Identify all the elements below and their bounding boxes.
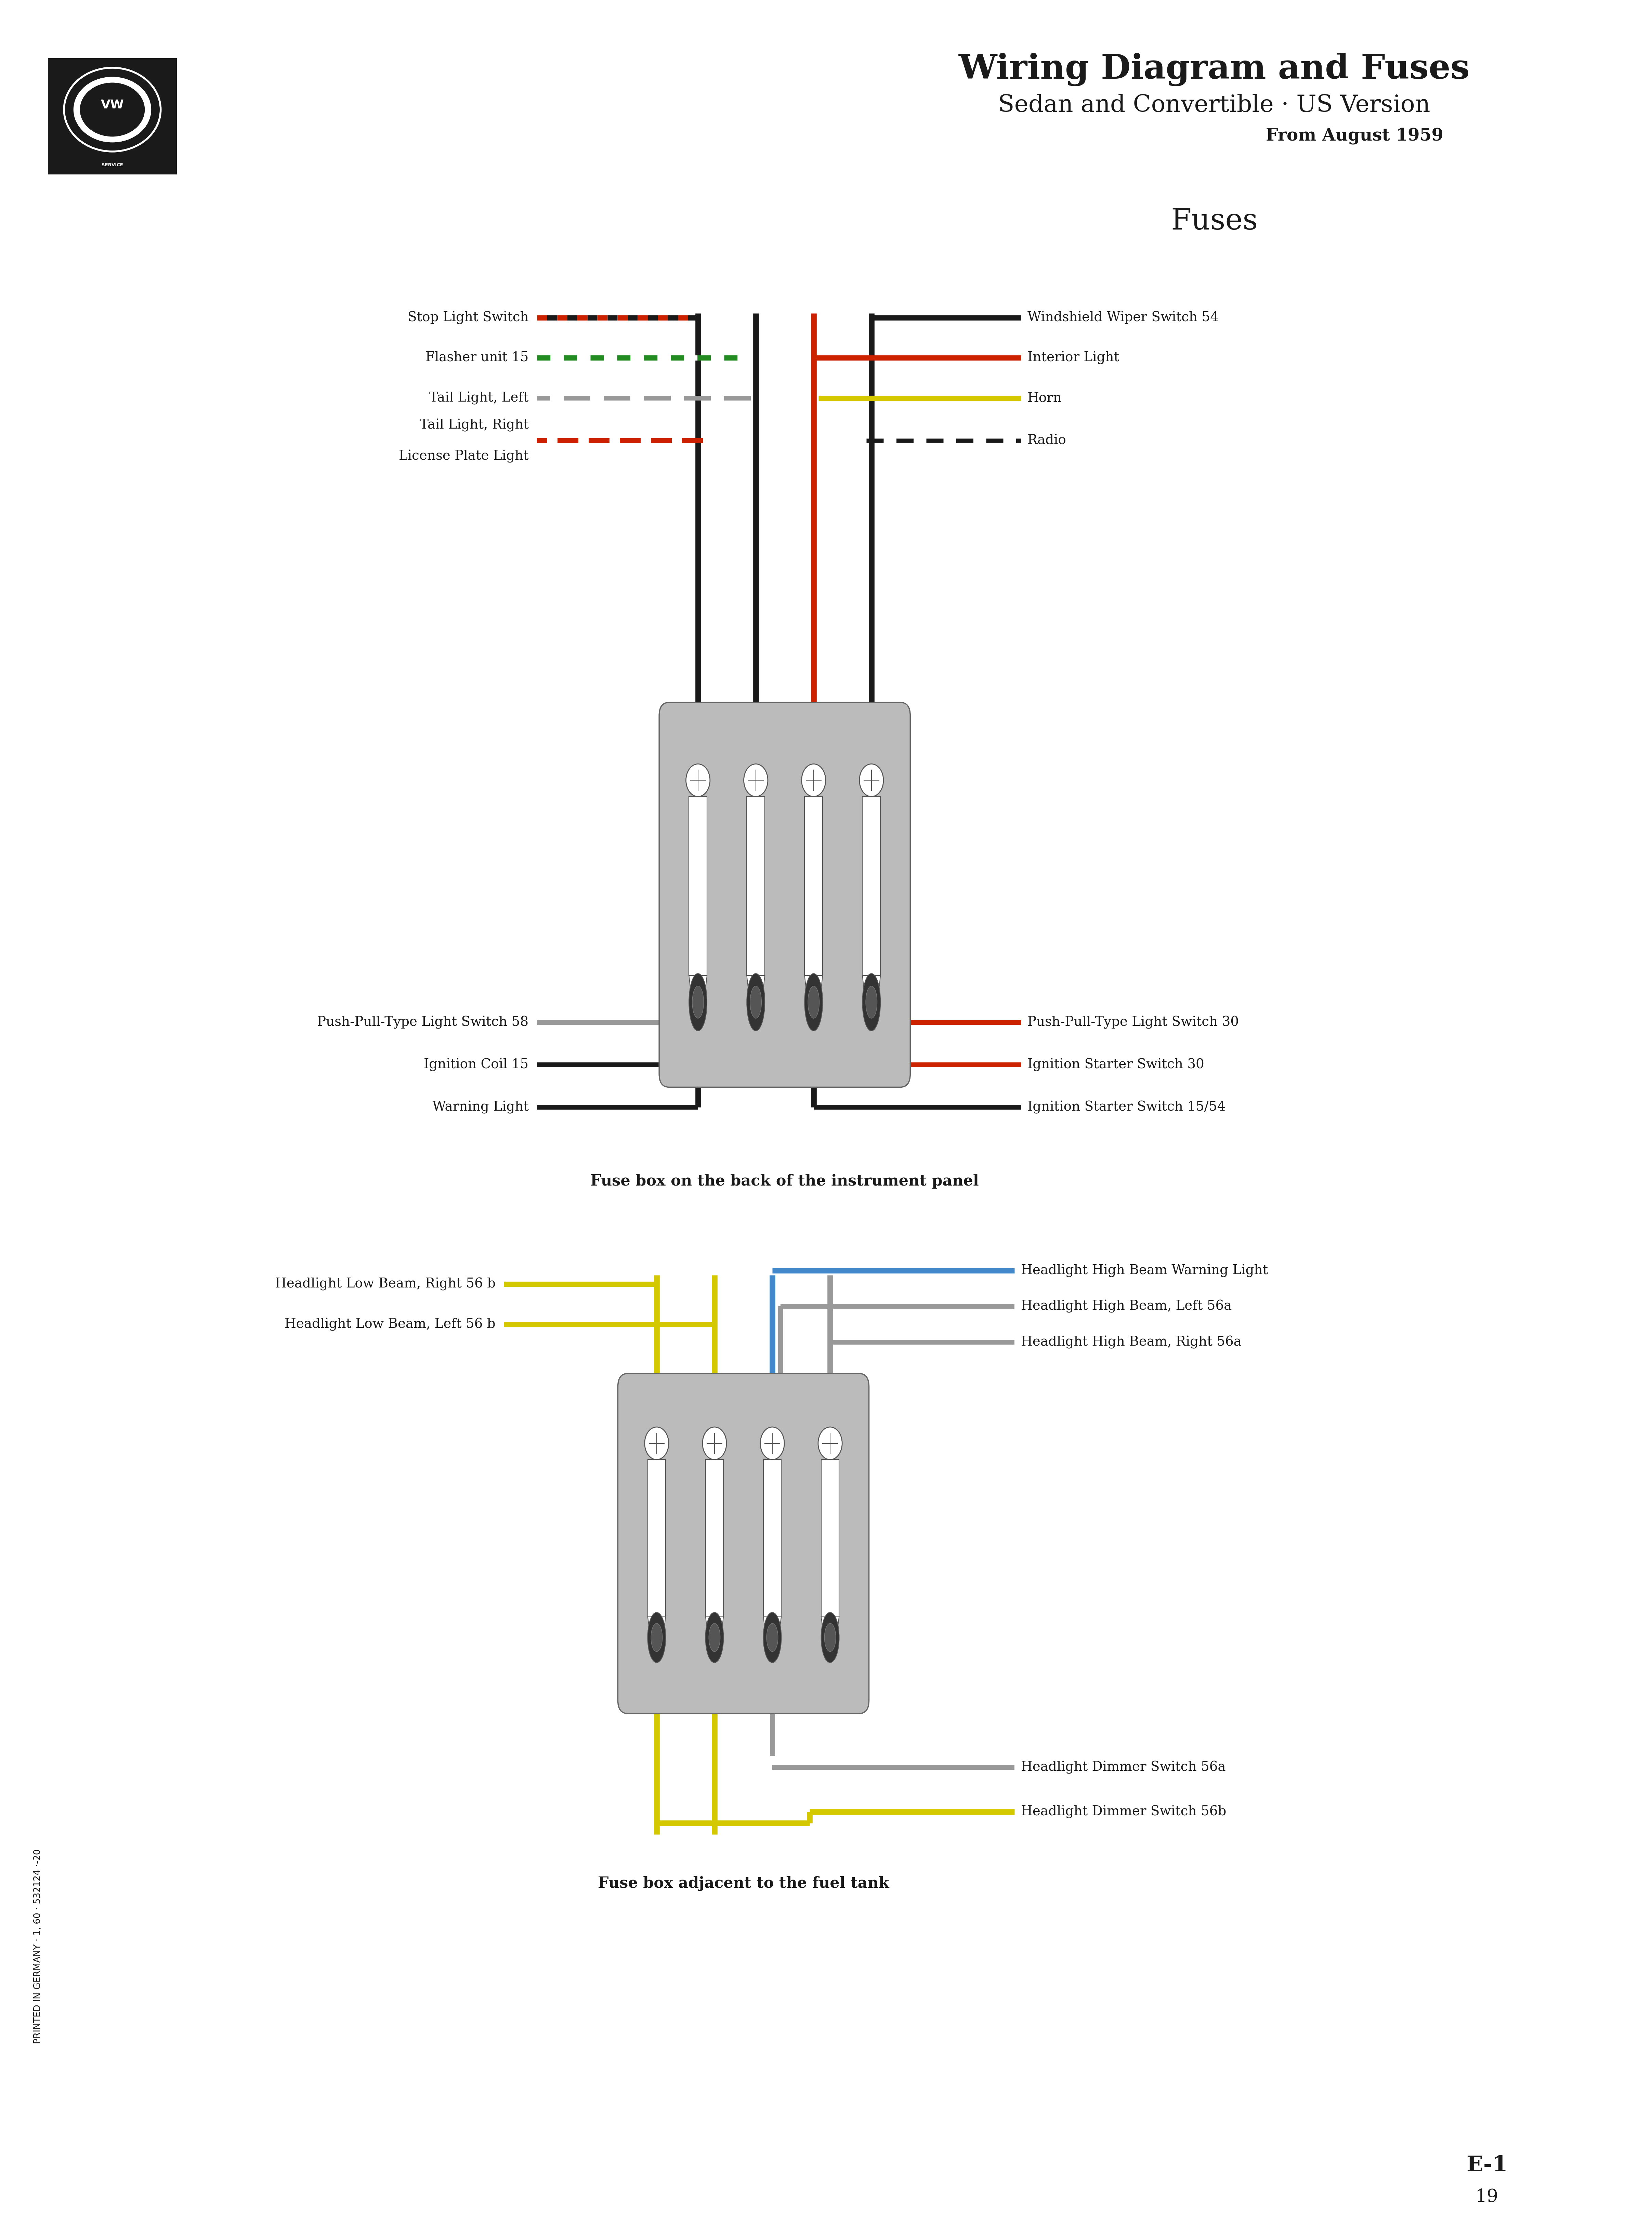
Text: From August 1959: From August 1959 [1265, 128, 1444, 145]
Ellipse shape [64, 67, 160, 152]
Ellipse shape [866, 987, 877, 1018]
Circle shape [760, 1427, 785, 1459]
Circle shape [702, 1427, 727, 1459]
Text: Ignition Starter Switch 15/54: Ignition Starter Switch 15/54 [1028, 1101, 1226, 1114]
Text: Fuse box adjacent to the fuel tank: Fuse box adjacent to the fuel tank [598, 1877, 889, 1890]
Text: Headlight High Beam Warning Light: Headlight High Beam Warning Light [1021, 1264, 1269, 1277]
Polygon shape [821, 1615, 839, 1635]
Polygon shape [648, 1615, 666, 1635]
Text: Wiring Diagram and Fuses: Wiring Diagram and Fuses [958, 54, 1470, 85]
Polygon shape [747, 975, 765, 998]
Polygon shape [763, 1615, 781, 1635]
Ellipse shape [692, 987, 704, 1018]
Ellipse shape [74, 76, 150, 143]
Bar [648, 1459, 666, 1615]
Circle shape [644, 1427, 669, 1459]
Text: Fuses: Fuses [1171, 208, 1257, 235]
Ellipse shape [689, 973, 707, 1031]
Text: VW: VW [101, 98, 124, 112]
Bar [862, 796, 881, 975]
Text: Headlight High Beam, Right 56a: Headlight High Beam, Right 56a [1021, 1335, 1242, 1349]
Text: Stop Light Switch: Stop Light Switch [408, 311, 529, 324]
Ellipse shape [747, 973, 765, 1031]
Text: Tail Light, Left: Tail Light, Left [430, 391, 529, 405]
Circle shape [743, 765, 768, 796]
Ellipse shape [763, 1613, 781, 1662]
Text: Horn: Horn [1028, 391, 1062, 405]
Ellipse shape [808, 987, 819, 1018]
Bar [763, 1459, 781, 1615]
Polygon shape [689, 975, 707, 998]
Text: Flasher unit 15: Flasher unit 15 [426, 351, 529, 365]
Ellipse shape [862, 973, 881, 1031]
Ellipse shape [705, 1613, 724, 1662]
Text: Ignition Coil 15: Ignition Coil 15 [425, 1058, 529, 1072]
Text: Push-Pull-Type Light Switch 58: Push-Pull-Type Light Switch 58 [317, 1016, 529, 1029]
Text: Headlight Dimmer Switch 56b: Headlight Dimmer Switch 56b [1021, 1805, 1226, 1819]
Text: Warning Light: Warning Light [433, 1101, 529, 1114]
Text: Tail Light, Right: Tail Light, Right [420, 418, 529, 432]
Text: Headlight High Beam, Left 56a: Headlight High Beam, Left 56a [1021, 1300, 1232, 1313]
Text: Headlight Low Beam, Left 56 b: Headlight Low Beam, Left 56 b [284, 1318, 496, 1331]
Ellipse shape [750, 987, 762, 1018]
Text: PRINTED IN GERMANY · 1, 60 · 532124 ·-20: PRINTED IN GERMANY · 1, 60 · 532124 ·-20 [33, 1848, 43, 2045]
Text: Sedan and Convertible · US Version: Sedan and Convertible · US Version [998, 94, 1431, 116]
Ellipse shape [824, 1624, 836, 1651]
Ellipse shape [648, 1613, 666, 1662]
Text: Push-Pull-Type Light Switch 30: Push-Pull-Type Light Switch 30 [1028, 1016, 1239, 1029]
Ellipse shape [821, 1613, 839, 1662]
Ellipse shape [651, 1624, 662, 1651]
Bar [805, 796, 823, 975]
Bar [747, 796, 765, 975]
Circle shape [686, 765, 710, 796]
Text: E-1: E-1 [1465, 2154, 1508, 2177]
Text: Headlight Low Beam, Right 56 b: Headlight Low Beam, Right 56 b [274, 1277, 496, 1291]
Text: SERVICE: SERVICE [101, 163, 124, 168]
Text: Radio: Radio [1028, 434, 1067, 447]
Polygon shape [705, 1615, 724, 1635]
Text: License Plate Light: License Plate Light [398, 450, 529, 463]
Bar [689, 796, 707, 975]
Ellipse shape [767, 1624, 778, 1651]
Bar [48, 58, 177, 174]
Ellipse shape [805, 973, 823, 1031]
Text: Windshield Wiper Switch 54: Windshield Wiper Switch 54 [1028, 311, 1219, 324]
Text: Ignition Starter Switch 30: Ignition Starter Switch 30 [1028, 1058, 1204, 1072]
Ellipse shape [79, 83, 145, 136]
Circle shape [801, 765, 826, 796]
Text: Headlight Dimmer Switch 56a: Headlight Dimmer Switch 56a [1021, 1761, 1226, 1774]
Circle shape [859, 765, 884, 796]
Text: Fuse box on the back of the instrument panel: Fuse box on the back of the instrument p… [590, 1174, 980, 1188]
FancyBboxPatch shape [659, 702, 910, 1087]
Bar [821, 1459, 839, 1615]
Text: 19: 19 [1475, 2188, 1498, 2206]
Circle shape [818, 1427, 843, 1459]
FancyBboxPatch shape [618, 1374, 869, 1714]
Ellipse shape [709, 1624, 720, 1651]
Polygon shape [862, 975, 881, 998]
Text: Interior Light: Interior Light [1028, 351, 1120, 365]
Polygon shape [805, 975, 823, 998]
Bar [705, 1459, 724, 1615]
